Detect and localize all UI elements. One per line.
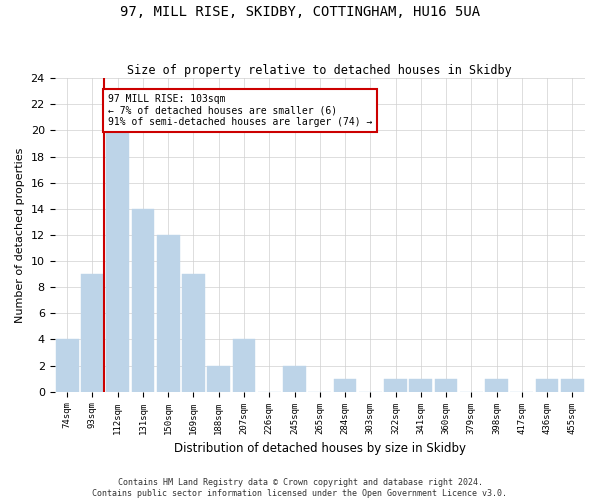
Bar — [233, 340, 256, 392]
Bar — [334, 378, 356, 392]
Title: Size of property relative to detached houses in Skidby: Size of property relative to detached ho… — [127, 64, 512, 77]
Bar — [283, 366, 306, 392]
Text: Contains HM Land Registry data © Crown copyright and database right 2024.
Contai: Contains HM Land Registry data © Crown c… — [92, 478, 508, 498]
Bar — [384, 378, 407, 392]
Y-axis label: Number of detached properties: Number of detached properties — [15, 147, 25, 322]
Bar — [208, 366, 230, 392]
X-axis label: Distribution of detached houses by size in Skidby: Distribution of detached houses by size … — [174, 442, 466, 455]
Bar — [157, 235, 179, 392]
Bar — [106, 130, 129, 392]
Text: 97, MILL RISE, SKIDBY, COTTINGHAM, HU16 5UA: 97, MILL RISE, SKIDBY, COTTINGHAM, HU16 … — [120, 5, 480, 19]
Bar — [131, 209, 154, 392]
Bar — [409, 378, 432, 392]
Bar — [561, 378, 584, 392]
Bar — [485, 378, 508, 392]
Bar — [434, 378, 457, 392]
Bar — [536, 378, 559, 392]
Text: 97 MILL RISE: 103sqm
← 7% of detached houses are smaller (6)
91% of semi-detache: 97 MILL RISE: 103sqm ← 7% of detached ho… — [107, 94, 372, 127]
Bar — [56, 340, 79, 392]
Bar — [81, 274, 104, 392]
Bar — [182, 274, 205, 392]
